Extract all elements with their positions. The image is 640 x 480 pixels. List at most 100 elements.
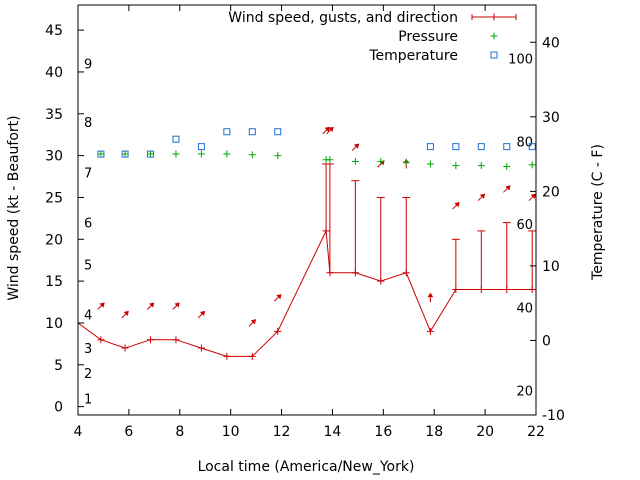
plot-frame — [77, 4, 537, 416]
x-tick-label: 4 — [74, 424, 83, 440]
wind-direction-arrowhead — [427, 292, 434, 298]
temperature-point — [503, 143, 511, 151]
y-right-tick-label: 40 — [542, 35, 560, 51]
wind-point — [274, 327, 282, 335]
pressure-point — [426, 160, 434, 168]
wind-point — [97, 336, 105, 344]
pressure-point — [197, 150, 205, 158]
y-left-tick-label: 15 — [45, 274, 63, 290]
wind-direction-arrowhead — [123, 310, 129, 317]
y-left-tick-label: 30 — [45, 149, 63, 165]
y-axis-title-left: Wind speed (kt - Beaufort) — [6, 115, 22, 300]
y-left-tick-label: 20 — [45, 232, 63, 248]
temperature-point — [97, 150, 105, 158]
wind-point — [121, 344, 129, 352]
pressure-point — [351, 157, 359, 165]
temperature-point — [172, 135, 180, 143]
x-axis-title: Local time (America/New_York) — [198, 459, 415, 475]
y-left-tick-label: 40 — [45, 65, 63, 81]
legend-sample-wind-ticks — [471, 13, 517, 21]
pressure-point — [248, 151, 256, 159]
wind-point — [248, 352, 256, 360]
temperature-point — [477, 143, 485, 151]
wind-point — [147, 336, 155, 344]
pressure-point — [274, 152, 282, 160]
pressure-point — [528, 161, 536, 169]
wind-direction-arrowhead — [276, 294, 282, 300]
wind-direction-arrowhead — [250, 319, 257, 325]
beaufort-label: 8 — [84, 116, 92, 131]
y-right-tick-label: 30 — [542, 110, 560, 126]
wind-direction-arrowhead — [324, 126, 330, 132]
beaufort-label: 4 — [84, 309, 92, 324]
y-left-tick-label: 0 — [54, 400, 63, 416]
pressure-point — [452, 162, 460, 170]
wind-point — [223, 352, 231, 360]
pressure-point — [503, 162, 511, 170]
wind-direction-arrowhead — [530, 193, 536, 199]
y-right-tick-label: 0 — [542, 333, 551, 349]
legend-label-wind: Wind speed, gusts, and direction — [228, 10, 458, 26]
pressure-point — [121, 150, 129, 158]
legend: Wind speed, gusts, and direction Pressur… — [228, 10, 517, 64]
x-tick-label: 6 — [124, 424, 133, 440]
y-right-tick-label: 10 — [542, 259, 560, 275]
y-left-tick-label: 5 — [54, 358, 63, 374]
fahrenheit-label: 60 — [516, 218, 533, 233]
x-tick-label: 14 — [324, 424, 342, 440]
legend-label-pressure: Pressure — [398, 29, 458, 45]
temperature-point — [452, 143, 460, 151]
y-right-tick-label: -10 — [542, 408, 565, 424]
wind-speed-line — [77, 229, 536, 357]
pressure-point — [326, 156, 334, 164]
wind-direction-arrowhead — [149, 302, 155, 308]
temperature-point — [147, 150, 155, 158]
pressure-point — [147, 150, 155, 158]
legend-sample-pressure — [490, 32, 498, 40]
x-tick-label: 20 — [476, 424, 494, 440]
wind-direction-arrowhead — [479, 193, 486, 199]
axes: 4 6 8 10 12 14 16 18 20 22051015202530354045-1001… — [45, 4, 565, 440]
x-tick-label: 12 — [273, 424, 291, 440]
y-left-tick-label: 25 — [45, 190, 63, 206]
fahrenheit-label: 40 — [516, 302, 533, 317]
legend-sample-temperature — [490, 51, 498, 59]
beaufort-label: 6 — [84, 217, 92, 232]
wind-point — [197, 344, 205, 352]
beaufort-label: 3 — [84, 342, 92, 357]
pressure-point — [402, 158, 410, 166]
x-tick-label: 10 — [222, 424, 240, 440]
y-right-tick-label: 20 — [542, 184, 560, 200]
pressure-point — [223, 150, 231, 158]
wind-point — [426, 327, 434, 335]
x-tick-label: 8 — [175, 424, 184, 440]
x-tick-label: 16 — [374, 424, 392, 440]
wind-direction-arrowhead — [199, 310, 206, 317]
x-tick-label: 18 — [425, 424, 443, 440]
temperature-point — [223, 128, 231, 136]
beaufort-label: 9 — [84, 58, 92, 73]
y-left-tick-label: 35 — [45, 107, 63, 123]
pressure-point — [477, 162, 485, 170]
legend-label-temperature: Temperature — [368, 48, 458, 64]
temperature-point — [248, 128, 256, 136]
beaufort-label: 5 — [84, 258, 92, 273]
temperature-point — [197, 143, 205, 151]
temperature-point — [274, 128, 282, 136]
wind-direction-arrowhead — [454, 202, 460, 208]
pressure-point — [97, 150, 105, 158]
wind-direction-arrowhead — [505, 185, 511, 191]
pressure-point — [377, 157, 385, 165]
wind-direction-arrowhead — [328, 126, 334, 132]
wind-direction-arrowhead — [99, 302, 105, 308]
x-tick-label: 22 — [527, 424, 545, 440]
temperature-point — [528, 143, 536, 151]
beaufort-label: 7 — [84, 166, 92, 181]
y-left-tick-label: 10 — [45, 316, 63, 332]
pressure-point — [172, 150, 180, 158]
temperature-point — [121, 150, 129, 158]
wind-direction-arrowhead — [353, 143, 360, 149]
fahrenheit-label: 80 — [516, 135, 533, 150]
wind-direction-arrowhead — [174, 302, 180, 308]
